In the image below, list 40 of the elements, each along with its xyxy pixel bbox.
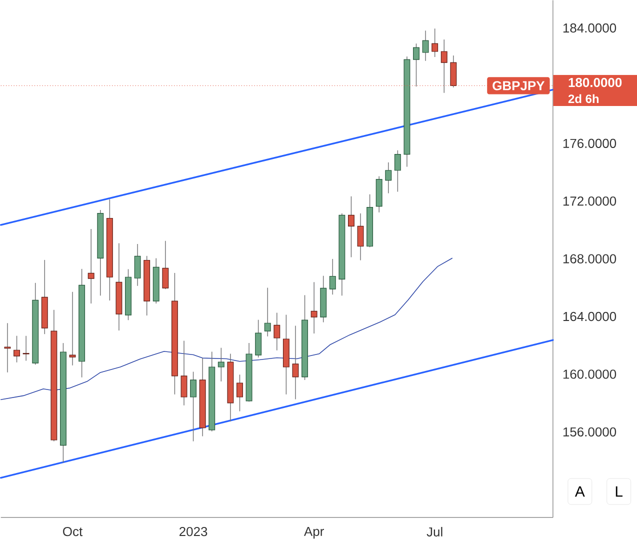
candlestick bbox=[274, 312, 280, 351]
candlestick bbox=[357, 212, 364, 260]
y-tick-label: 172.0000 bbox=[563, 196, 616, 206]
candlestick bbox=[422, 30, 429, 62]
x-tick-label: Apr bbox=[304, 526, 324, 538]
candlestick bbox=[218, 347, 224, 382]
y-tick-label: 184.0000 bbox=[563, 23, 616, 32]
line-series bbox=[0, 258, 452, 400]
text: L bbox=[616, 486, 623, 496]
candlestick bbox=[22, 335, 30, 361]
candlestick bbox=[348, 196, 354, 258]
candlestick bbox=[162, 240, 169, 290]
candlestick bbox=[69, 291, 76, 366]
y-tick-label: 168.0000 bbox=[563, 254, 616, 264]
candlestick bbox=[14, 335, 20, 363]
candlestick bbox=[394, 150, 401, 192]
y-tick-label: 160.0000 bbox=[563, 369, 616, 379]
candlestick bbox=[329, 258, 336, 295]
candlestick bbox=[310, 282, 318, 334]
candlestick bbox=[413, 43, 420, 87]
x-tick-label: Jul bbox=[426, 526, 442, 536]
candlestick bbox=[180, 340, 188, 406]
x-tick-label: 2023 bbox=[180, 526, 208, 536]
candlestick bbox=[190, 371, 197, 442]
candlestick bbox=[432, 28, 438, 58]
x-tick-label: Oct bbox=[63, 526, 83, 536]
candlestick bbox=[255, 319, 262, 358]
candlestick bbox=[88, 228, 94, 304]
y-tick-label: 156.0000 bbox=[563, 427, 616, 436]
y-tick-label: 176.0000 bbox=[563, 138, 616, 148]
text: A bbox=[574, 486, 585, 496]
candlestick bbox=[292, 325, 299, 400]
candlestick bbox=[385, 162, 392, 194]
annotation: GBPJPY bbox=[492, 80, 545, 90]
candlestick bbox=[236, 374, 243, 412]
ref-line-label: 180.0000 bbox=[568, 78, 622, 87]
y-tick-label: 164.0000 bbox=[563, 312, 616, 321]
text: 2d 6h bbox=[568, 94, 599, 103]
candlestick bbox=[264, 287, 271, 337]
candlestick bbox=[134, 243, 141, 286]
